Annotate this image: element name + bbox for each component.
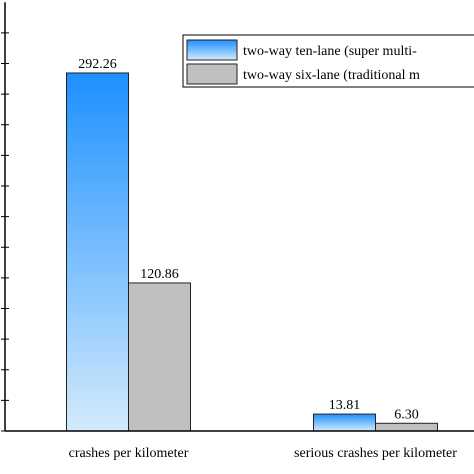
bar	[375, 422, 438, 432]
value-label: 120.86	[140, 267, 179, 282]
bar	[66, 72, 129, 432]
x-tick-label: crashes per kilometer	[69, 446, 189, 461]
legend-swatch	[186, 39, 238, 61]
legend-label: two-way ten-lane (super multi-	[243, 44, 417, 59]
value-label: 13.81	[329, 398, 361, 413]
value-label: 292.26	[78, 57, 117, 72]
value-label: 6.30	[394, 407, 419, 422]
bar	[128, 282, 191, 432]
bar	[313, 413, 376, 432]
legend-swatch	[186, 63, 238, 85]
legend-label: two-way six-lane (traditional m	[243, 68, 420, 83]
x-tick-label: serious crashes per kilometer	[294, 446, 457, 461]
